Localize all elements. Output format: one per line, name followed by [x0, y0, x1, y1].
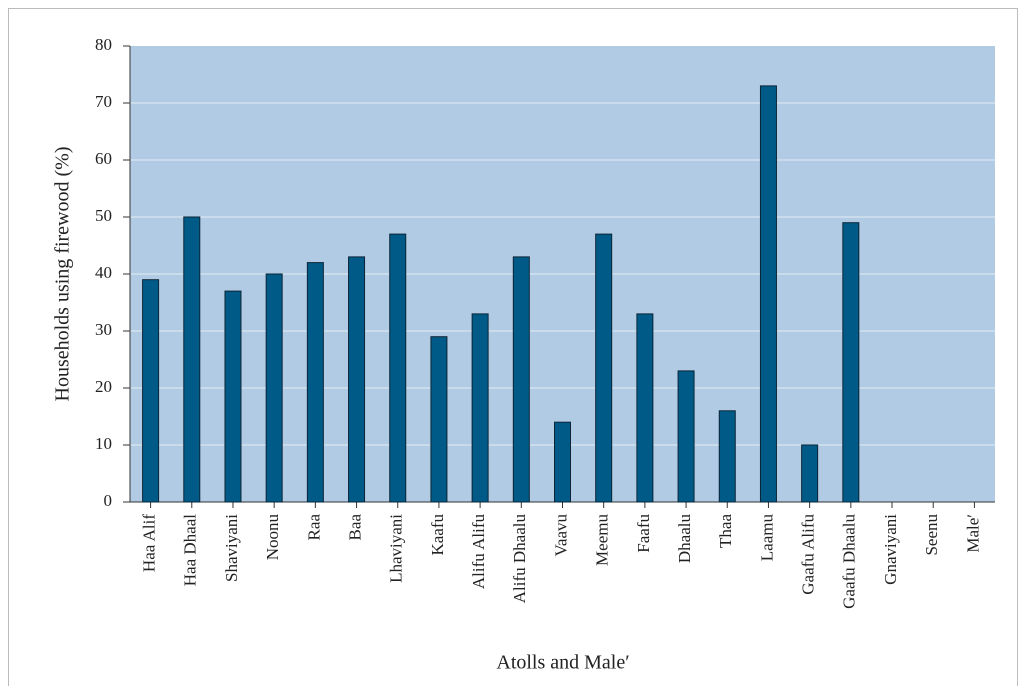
x-tick-label: Meemu: [593, 514, 612, 566]
bar: [718, 410, 736, 503]
x-tick-label: Gnaviyani: [881, 514, 900, 585]
x-tick-label: Alifu Dhaalu: [510, 514, 529, 604]
x-tick-label: Vaavu: [551, 514, 570, 557]
bar: [595, 233, 613, 503]
x-tick-label: Haa Dhaal: [181, 514, 200, 586]
bar: [224, 290, 242, 503]
x-tick-label: Raa: [304, 514, 323, 541]
x-tick-label: Noonu: [263, 514, 282, 561]
y-tick-label: 60: [95, 149, 112, 168]
x-tick-label: Shaviyani: [222, 514, 241, 582]
x-tick-label: Dhaalu: [675, 514, 694, 564]
y-tick-label: 50: [95, 206, 112, 225]
bar: [471, 313, 489, 503]
bar: [142, 279, 160, 503]
y-axis-title: Households using firewood (%): [52, 147, 74, 402]
bar: [842, 222, 860, 503]
bar: [430, 336, 448, 503]
x-tick-label: Alifu Alifu: [469, 514, 488, 590]
bar: [759, 85, 777, 503]
bar: [389, 233, 407, 503]
bar: [183, 216, 201, 503]
bar: [306, 262, 324, 503]
x-tick-label: Gaafu Alifu: [799, 514, 818, 595]
x-tick-label: Faafu: [634, 514, 653, 553]
x-tick-label: Laamu: [757, 514, 776, 562]
bar: [512, 256, 530, 503]
x-tick-label: Kaafu: [428, 514, 447, 556]
y-tick-label: 30: [95, 320, 112, 339]
frame: [8, 8, 1018, 686]
y-tick-label: 80: [95, 35, 112, 54]
y-tick-label: 10: [95, 434, 112, 453]
x-tick-label: Lhaviyani: [387, 514, 406, 583]
bar: [554, 421, 571, 503]
bar: [265, 273, 283, 503]
bar: [636, 313, 654, 503]
bar: [801, 444, 819, 503]
x-axis-title: Atolls and Male′: [496, 652, 629, 674]
x-tick-label: Male′: [963, 514, 982, 553]
y-tick-label: 0: [104, 491, 113, 510]
x-tick-label: Thaa: [716, 514, 735, 548]
x-tick-label: Seenu: [922, 514, 941, 556]
x-tick-label: Haa Alif: [140, 514, 159, 572]
y-tick-label: 70: [95, 92, 112, 111]
bar: [677, 370, 695, 503]
y-tick-label: 20: [95, 377, 112, 396]
x-tick-label: Gaafu Dhaalu: [840, 514, 859, 609]
bar: [348, 256, 366, 503]
y-tick-label: 40: [95, 263, 112, 282]
x-tick-label: Baa: [345, 514, 364, 541]
